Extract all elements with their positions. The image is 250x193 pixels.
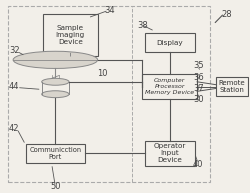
Bar (145, 141, 194, 166)
Text: 44: 44 (9, 82, 20, 91)
Text: 50: 50 (50, 182, 61, 191)
Bar (216, 77, 248, 96)
Bar (145, 33, 194, 52)
Text: Communicction
Port: Communicction Port (29, 147, 82, 160)
Bar (26, 144, 85, 163)
Ellipse shape (42, 78, 69, 85)
Text: 38: 38 (137, 21, 148, 30)
Bar (8, 6, 209, 182)
Text: 42: 42 (9, 124, 20, 133)
Ellipse shape (42, 91, 69, 98)
Text: 30: 30 (193, 95, 204, 104)
Text: Operator
Input
Device: Operator Input Device (154, 143, 186, 163)
Bar (43, 14, 98, 56)
Text: Display: Display (156, 40, 183, 46)
Text: Computer
Processor
Memory Device: Computer Processor Memory Device (145, 78, 194, 95)
Bar (142, 74, 197, 99)
Text: Remote
Station: Remote Station (218, 80, 245, 93)
Text: 28: 28 (222, 9, 232, 19)
Text: 10: 10 (98, 69, 108, 78)
Text: 32: 32 (9, 46, 20, 55)
Text: 37: 37 (193, 84, 204, 93)
Text: 34: 34 (105, 6, 116, 15)
Text: Sample
Imaging
Device: Sample Imaging Device (56, 25, 85, 45)
Ellipse shape (13, 51, 98, 69)
Text: 35: 35 (193, 61, 204, 70)
Text: 40: 40 (193, 160, 203, 169)
Text: 36: 36 (193, 73, 204, 81)
